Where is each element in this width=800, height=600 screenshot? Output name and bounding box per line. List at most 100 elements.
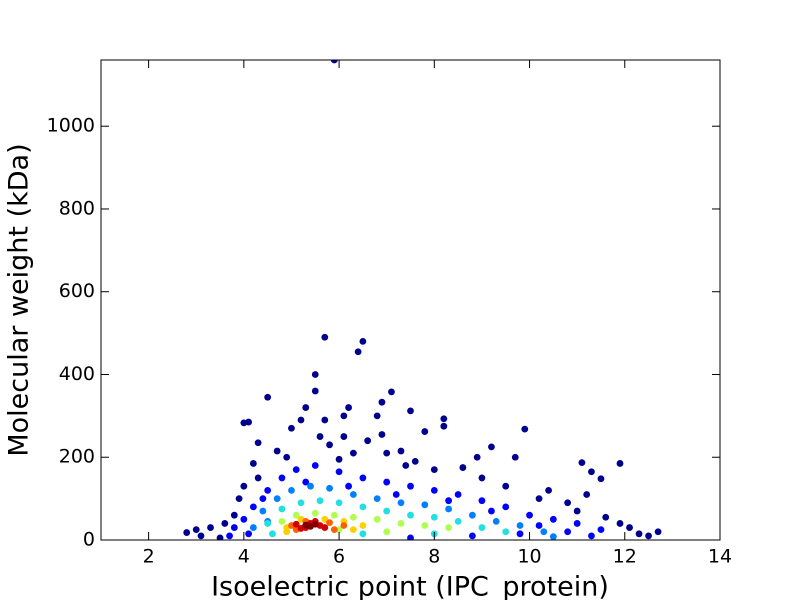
data-point bbox=[502, 503, 510, 511]
data-point bbox=[226, 532, 233, 540]
data-point bbox=[330, 511, 338, 519]
points bbox=[183, 60, 662, 540]
data-point bbox=[183, 529, 191, 536]
data-point bbox=[445, 505, 452, 513]
data-point bbox=[302, 478, 310, 486]
data-point bbox=[330, 60, 338, 64]
data-point bbox=[378, 431, 386, 438]
data-point bbox=[359, 474, 367, 482]
data-point bbox=[535, 495, 543, 503]
data-point bbox=[249, 503, 257, 511]
data-point bbox=[397, 447, 405, 455]
data-point bbox=[349, 513, 357, 521]
data-point bbox=[454, 491, 462, 498]
data-point bbox=[616, 520, 624, 527]
data-point bbox=[407, 482, 414, 490]
data-point bbox=[564, 499, 572, 507]
data-point bbox=[311, 509, 319, 517]
data-point bbox=[316, 433, 324, 440]
data-point bbox=[326, 441, 333, 449]
data-point bbox=[549, 533, 557, 540]
data-point bbox=[445, 497, 452, 505]
data-point bbox=[240, 515, 248, 523]
data-point bbox=[311, 371, 319, 378]
data-point bbox=[478, 474, 486, 482]
data-point bbox=[445, 524, 452, 531]
data-point bbox=[359, 522, 367, 529]
data-point bbox=[297, 499, 305, 507]
data-point bbox=[540, 528, 548, 536]
data-point bbox=[283, 453, 291, 461]
data-point bbox=[345, 404, 352, 411]
data-point bbox=[307, 522, 314, 530]
data-point bbox=[335, 455, 343, 463]
data-point bbox=[197, 532, 205, 540]
data-point bbox=[345, 482, 352, 490]
data-point bbox=[364, 437, 372, 445]
data-point bbox=[383, 478, 391, 486]
x-tick-label: 8 bbox=[428, 546, 440, 568]
data-point bbox=[340, 522, 348, 529]
data-point bbox=[473, 453, 481, 461]
data-point bbox=[454, 517, 462, 525]
data-point bbox=[264, 520, 272, 527]
data-point bbox=[311, 462, 319, 469]
data-point bbox=[421, 428, 429, 435]
data-point bbox=[292, 466, 300, 474]
data-point bbox=[392, 491, 400, 498]
data-point bbox=[249, 460, 257, 467]
data-point bbox=[221, 520, 229, 527]
data-point bbox=[230, 511, 238, 519]
data-point bbox=[297, 525, 305, 532]
data-point bbox=[359, 337, 367, 345]
data-point bbox=[316, 497, 324, 505]
data-point bbox=[421, 522, 429, 529]
data-point bbox=[383, 528, 391, 536]
data-point bbox=[354, 348, 362, 356]
data-point bbox=[273, 495, 281, 503]
data-point bbox=[440, 415, 448, 423]
data-point bbox=[311, 387, 319, 395]
data-point bbox=[478, 524, 486, 531]
data-point bbox=[207, 524, 214, 531]
data-point bbox=[340, 433, 348, 440]
data-point bbox=[516, 530, 524, 538]
data-point bbox=[283, 528, 291, 536]
data-point bbox=[288, 486, 295, 494]
data-point bbox=[583, 491, 591, 498]
data-point bbox=[321, 515, 329, 523]
data-point bbox=[292, 520, 300, 528]
data-point bbox=[264, 393, 272, 401]
data-point bbox=[335, 468, 343, 476]
data-point bbox=[273, 447, 281, 455]
data-point bbox=[602, 513, 610, 521]
data-point bbox=[492, 517, 500, 525]
y-tick-label: 1000 bbox=[47, 115, 95, 137]
data-point bbox=[573, 507, 581, 515]
x-tick-label: 6 bbox=[333, 546, 345, 568]
data-point bbox=[397, 499, 405, 507]
data-point bbox=[397, 520, 405, 527]
data-point bbox=[578, 459, 586, 467]
data-point bbox=[249, 524, 257, 531]
data-point bbox=[597, 526, 605, 534]
data-point bbox=[373, 412, 381, 420]
data-point bbox=[254, 474, 262, 482]
data-point bbox=[349, 449, 357, 457]
data-point bbox=[502, 482, 510, 490]
data-point bbox=[645, 532, 652, 540]
data-point bbox=[230, 524, 238, 531]
data-point bbox=[488, 507, 495, 515]
data-point bbox=[502, 528, 510, 536]
data-point bbox=[526, 511, 533, 519]
data-point bbox=[240, 482, 248, 490]
data-point bbox=[330, 526, 338, 534]
x-tick-label: 4 bbox=[238, 546, 250, 568]
data-point bbox=[588, 468, 595, 476]
data-point bbox=[359, 503, 367, 511]
data-point bbox=[545, 486, 552, 494]
y-tick-label: 0 bbox=[83, 529, 95, 551]
data-point bbox=[430, 486, 438, 494]
